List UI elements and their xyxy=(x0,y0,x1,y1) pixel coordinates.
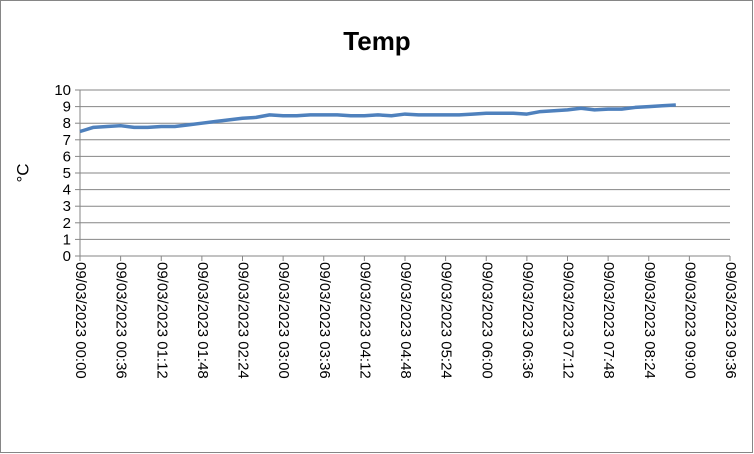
x-tick-label: 09/03/2023 08:24 xyxy=(641,262,658,379)
x-tick-label: 09/03/2023 03:36 xyxy=(316,262,333,379)
x-tick-label: 09/03/2023 05:24 xyxy=(438,262,455,379)
y-tick-label: 4 xyxy=(63,182,71,199)
y-tick-label: 2 xyxy=(63,215,71,232)
y-tick-label: 10 xyxy=(54,82,71,99)
y-axis-label: °C xyxy=(13,163,32,182)
y-tick-label: 6 xyxy=(63,148,71,165)
x-tick-label: 09/03/2023 00:36 xyxy=(113,262,130,379)
x-tick-label: 09/03/2023 07:12 xyxy=(560,262,577,379)
x-tick-label: 09/03/2023 06:00 xyxy=(478,262,495,379)
chart-title: Temp xyxy=(343,26,410,56)
x-tick-label: 09/03/2023 01:48 xyxy=(194,262,211,379)
y-tick-label: 3 xyxy=(63,198,71,215)
y-tick-label: 8 xyxy=(63,115,71,132)
x-tick-label: 09/03/2023 02:24 xyxy=(235,262,252,379)
x-tick-label: 09/03/2023 09:36 xyxy=(722,262,739,379)
y-tick-label: 5 xyxy=(63,165,71,182)
x-tick-label: 09/03/2023 00:00 xyxy=(72,262,89,379)
x-tick-label: 09/03/2023 04:12 xyxy=(356,262,373,379)
y-tick-label: 1 xyxy=(63,231,71,248)
x-tick-label: 09/03/2023 01:12 xyxy=(153,262,170,379)
x-tick-label: 09/03/2023 04:48 xyxy=(397,262,414,379)
x-tick-label: 09/03/2023 07:48 xyxy=(600,262,617,379)
x-tick-label: 09/03/2023 09:00 xyxy=(681,262,698,379)
y-tick-label: 0 xyxy=(63,248,71,265)
y-tick-label: 9 xyxy=(63,99,71,116)
series-line xyxy=(79,103,676,134)
y-tick-label: 7 xyxy=(63,132,71,149)
x-tick-label: 09/03/2023 03:00 xyxy=(275,262,292,379)
x-tick-label: 09/03/2023 06:36 xyxy=(519,262,536,379)
